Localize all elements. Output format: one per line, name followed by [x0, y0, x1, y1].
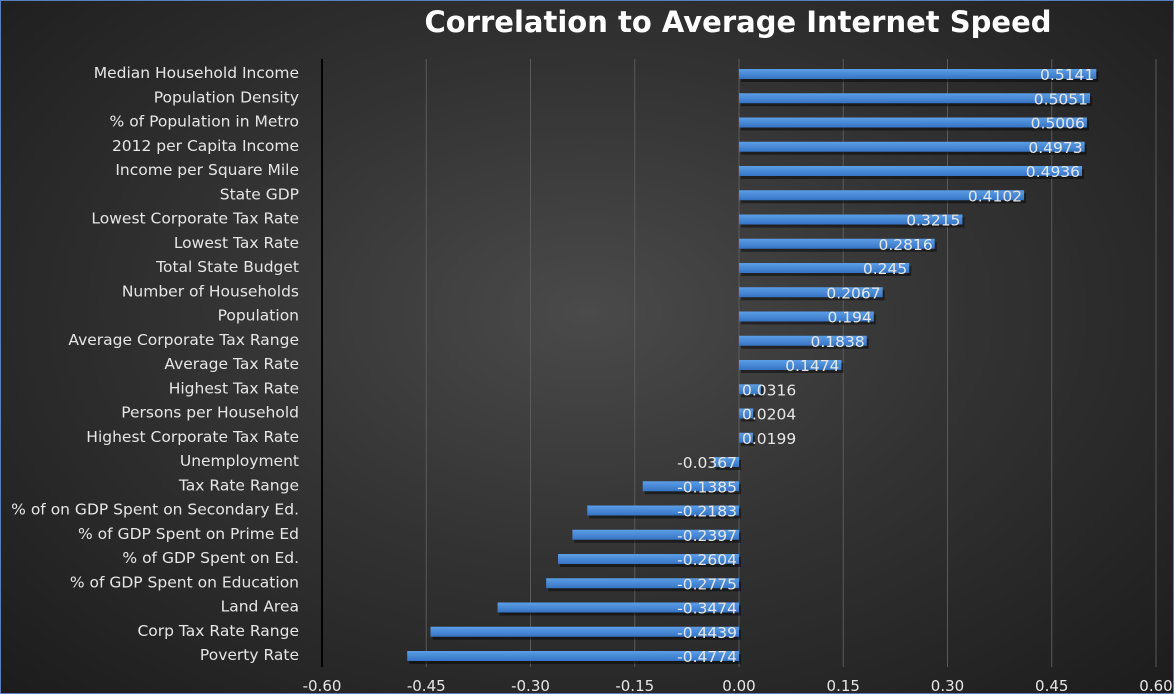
bar: [739, 408, 754, 419]
data-label: 0.2067: [826, 284, 880, 302]
bar: [739, 93, 1091, 104]
data-label: -0.2775: [677, 575, 737, 593]
data-label: -0.3474: [677, 600, 737, 618]
category-label: % of GDP Spent on Education: [70, 573, 299, 591]
bar: [572, 529, 739, 540]
data-label: 0.0199: [742, 430, 796, 448]
bar: [739, 190, 1025, 201]
category-label: Unemployment: [180, 452, 299, 470]
bar: [587, 505, 739, 516]
x-tick-label: -0.60: [303, 677, 342, 693]
bar: [739, 360, 842, 370]
bar: [407, 651, 739, 661]
bar: [546, 578, 739, 589]
data-label: 0.1474: [785, 357, 839, 375]
category-label: Poverty Rate: [200, 646, 299, 664]
bar: [739, 335, 867, 346]
data-label: 0.4936: [1026, 163, 1080, 181]
x-tick-label: 0.30: [931, 677, 964, 693]
category-label: Income per Square Mile: [115, 161, 299, 179]
data-label: 0.0204: [742, 406, 796, 424]
bar: [739, 238, 935, 249]
category-label: % of on GDP Spent on Secondary Ed.: [11, 501, 299, 519]
data-label: 0.5141: [1040, 66, 1094, 84]
category-label: Corp Tax Rate Range: [137, 622, 299, 640]
bar: [739, 287, 883, 298]
bar: [739, 141, 1085, 152]
data-label: -0.4774: [677, 648, 737, 666]
data-label: -0.1385: [677, 478, 737, 496]
category-label: Population: [218, 307, 299, 325]
bar: [713, 457, 739, 467]
category-label: State GDP: [220, 185, 299, 203]
x-tick-label: 0.60: [1139, 677, 1172, 693]
data-label: -0.2183: [677, 503, 737, 521]
data-label: -0.0367: [677, 454, 737, 472]
x-tick-label: -0.45: [407, 677, 446, 693]
x-tick-label: 0.45: [1035, 677, 1068, 693]
data-label: 0.5051: [1034, 90, 1088, 108]
category-label: Highest Tax Rate: [169, 379, 299, 397]
category-label: Tax Rate Range: [178, 476, 299, 494]
bar: [739, 117, 1087, 128]
data-label: 0.0316: [742, 381, 796, 399]
data-label: 0.2816: [878, 236, 932, 254]
category-label: Persons per Household: [121, 404, 299, 422]
category-label: Total State Budget: [155, 258, 299, 276]
bar: [739, 384, 761, 395]
data-label: 0.3215: [906, 212, 960, 230]
gridlines: [321, 59, 1157, 667]
category-label: Lowest Tax Rate: [174, 234, 299, 252]
category-label: % of Population in Metro: [110, 113, 299, 131]
data-label: -0.2397: [677, 527, 737, 545]
category-label: % of GDP Spent on Ed.: [122, 549, 299, 567]
bar: [558, 554, 739, 564]
data-label: -0.2604: [677, 551, 737, 569]
category-label: Highest Corporate Tax Rate: [86, 428, 299, 446]
chart-title: Correlation to Average Internet Speed: [425, 5, 1052, 39]
bar: [739, 214, 963, 225]
bar: [739, 166, 1083, 176]
data-label: 0.5006: [1031, 115, 1085, 133]
category-label: Median Household Income: [94, 64, 299, 82]
x-tick-label: -0.15: [615, 677, 654, 693]
data-label: 0.245: [863, 260, 907, 278]
bar: [430, 626, 739, 637]
data-label: -0.4439: [677, 624, 737, 642]
category-label: Average Corporate Tax Range: [68, 331, 299, 349]
category-label: Population Density: [154, 88, 299, 106]
category-label: Average Tax Rate: [164, 355, 299, 373]
bar: [739, 432, 753, 443]
bar: [642, 481, 739, 492]
x-tick-label: 0.00: [722, 677, 755, 693]
category-label: Lowest Corporate Tax Rate: [91, 210, 299, 228]
category-label: 2012 per Capita Income: [112, 137, 299, 155]
category-label: Land Area: [221, 598, 299, 616]
data-label: 0.194: [827, 309, 871, 327]
bar: [739, 69, 1097, 79]
data-label: 0.4973: [1028, 139, 1082, 157]
category-labels: Median Household Income Population Densit…: [11, 64, 299, 664]
x-tick-label: 0.15: [827, 677, 860, 693]
x-tick-label: -0.30: [511, 677, 550, 693]
bar: [739, 263, 910, 273]
category-label: % of GDP Spent on Prime Ed: [78, 525, 299, 543]
data-label: 0.1838: [810, 333, 864, 351]
data-label: 0.4102: [968, 187, 1022, 205]
bar: [739, 311, 874, 322]
bar: [497, 602, 739, 613]
x-tick-labels: -0.60 -0.45 -0.30 -0.15 0.00 0.15 0.30 0.45 0.60: [303, 677, 1173, 693]
category-label: Number of Households: [122, 282, 299, 300]
